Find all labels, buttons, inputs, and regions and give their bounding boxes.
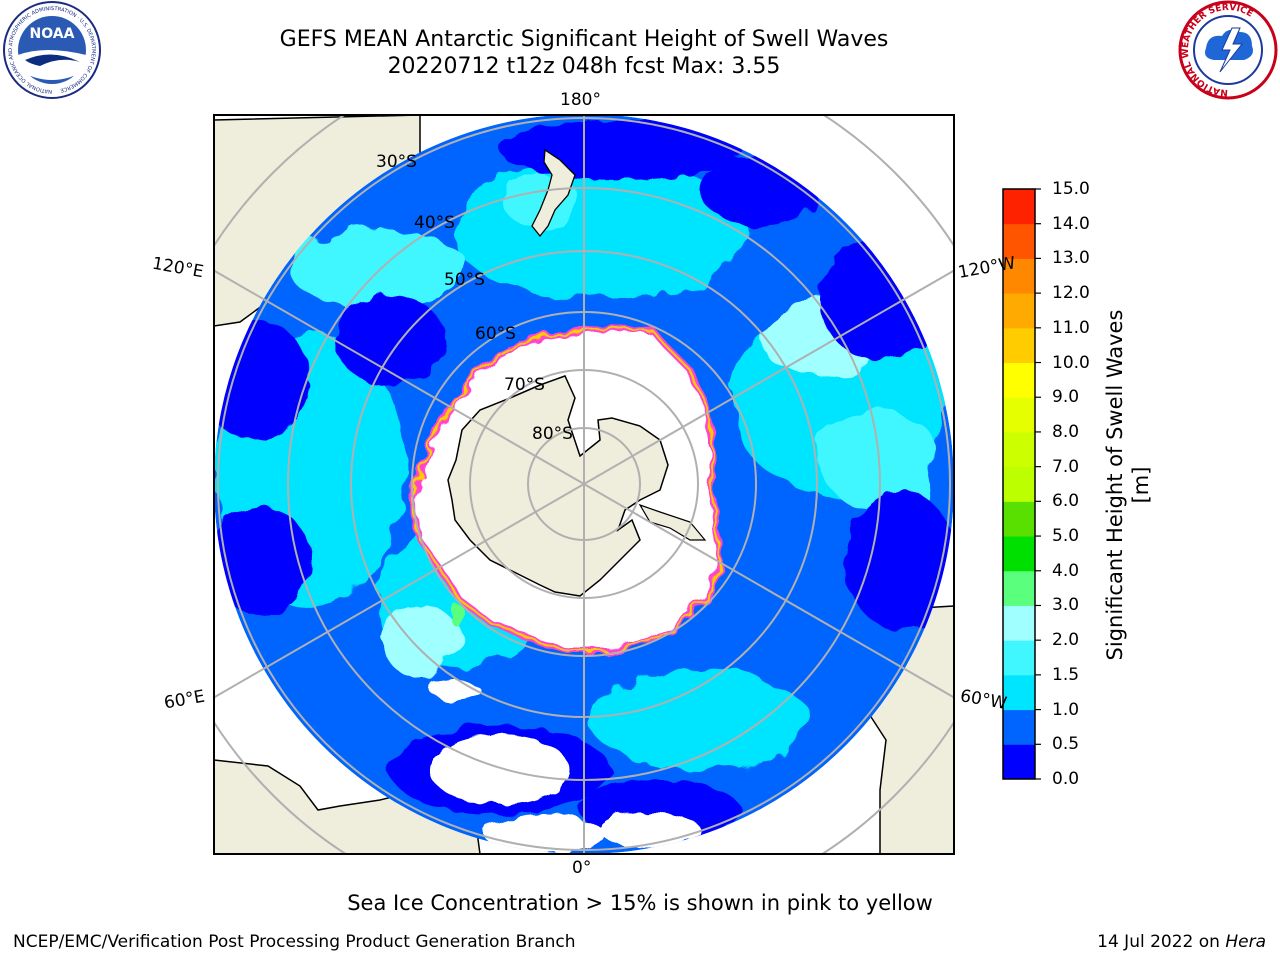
footer-branch: NCEP/EMC/Verification Post Processing Pr…	[13, 932, 576, 952]
colorbar-tick-label: 6.0	[1052, 491, 1079, 511]
colorbar-segment	[1003, 328, 1035, 363]
colorbar-tick-label: 8.0	[1052, 422, 1079, 442]
lat-label-80s: 80°S	[532, 424, 573, 444]
colorbar-segment	[1003, 293, 1035, 328]
colorbar-tick-label: 9.0	[1052, 387, 1079, 407]
sea-ice-note: Sea Ice Concentration > 15% is shown in …	[200, 891, 1080, 915]
colorbar-tick-label: 5.0	[1052, 526, 1079, 546]
colorbar-segment	[1003, 744, 1035, 779]
colorbar-segment	[1003, 467, 1035, 502]
colorbar-segment	[1003, 710, 1035, 745]
lat-label-30s: 30°S	[376, 152, 417, 172]
footer-date-text: 14 Jul 2022 on	[1097, 932, 1225, 952]
colorbar-tick-label: 1.0	[1052, 700, 1079, 720]
lat-label-40s: 40°S	[414, 213, 455, 233]
colorbar-segment	[1003, 675, 1035, 710]
colorbar-tick-label: 14.0	[1052, 214, 1090, 234]
colorbar-tick-label: 0.0	[1052, 769, 1079, 789]
colorbar-tick-label: 7.0	[1052, 457, 1079, 477]
colorbar-tick-label: 12.0	[1052, 283, 1090, 303]
colorbar-tick-label: 13.0	[1052, 248, 1090, 268]
footer-host: Hera	[1225, 932, 1266, 952]
colorbar-tick-label: 3.0	[1052, 595, 1079, 615]
colorbar-segment	[1003, 397, 1035, 432]
colorbar-tick-label: 11.0	[1052, 318, 1090, 338]
colorbar-segment	[1003, 363, 1035, 398]
colorbar-segment	[1003, 501, 1035, 536]
lon-label-0: 0°	[572, 858, 591, 878]
colorbar-segment	[1003, 605, 1035, 640]
colorbar-tick-label: 1.5	[1052, 665, 1079, 685]
colorbar	[1003, 189, 1041, 780]
lat-label-70s: 70°S	[504, 375, 545, 395]
swell-map	[0, 0, 1280, 960]
lat-label-60s: 60°S	[475, 324, 516, 344]
colorbar-tick-label: 2.0	[1052, 630, 1079, 650]
colorbar-segment	[1003, 640, 1035, 675]
colorbar-tick-label: 4.0	[1052, 561, 1079, 581]
lon-label-180: 180°	[560, 90, 601, 110]
colorbar-tick-label: 10.0	[1052, 353, 1090, 373]
colorbar-segment	[1003, 432, 1035, 467]
colorbar-label: Significant Height of Swell Waves [m]	[1102, 295, 1154, 675]
colorbar-segment	[1003, 536, 1035, 571]
footer-date: 14 Jul 2022 on Hera	[1097, 932, 1266, 952]
colorbar-segment	[1003, 189, 1035, 224]
lat-label-50s: 50°S	[444, 270, 485, 290]
colorbar-tick-label: 0.5	[1052, 734, 1079, 754]
colorbar-segment	[1003, 571, 1035, 606]
colorbar-tick-label: 15.0	[1052, 179, 1090, 199]
